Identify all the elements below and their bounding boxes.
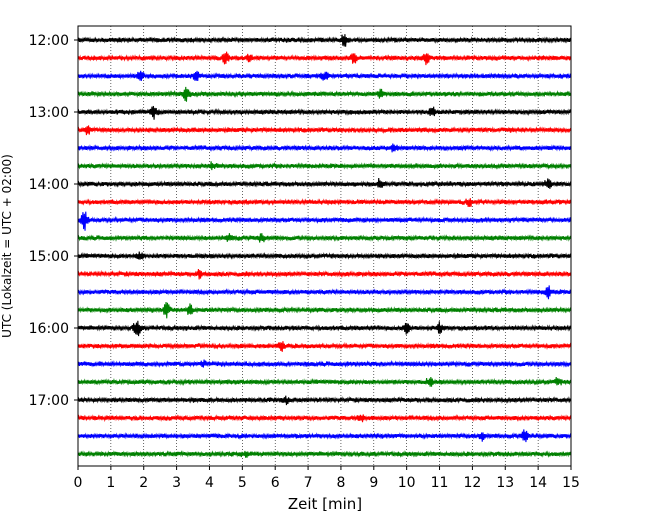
trace-16 <box>77 320 572 337</box>
y-tick-label-4: 16:00 <box>29 321 69 337</box>
y-tick-label-0: 12:00 <box>29 33 69 49</box>
trace-9 <box>77 198 572 207</box>
x-tick-label-8: 8 <box>336 475 345 491</box>
y-tick-label-2: 14:00 <box>29 177 69 193</box>
trace-12 <box>77 251 572 260</box>
trace-22 <box>77 429 572 443</box>
plot-frame <box>77 25 572 467</box>
x-tick-label-7: 7 <box>304 475 313 491</box>
y-tick-label-3: 15:00 <box>29 249 69 265</box>
trace-19 <box>77 376 572 387</box>
x-tick-label-2: 2 <box>139 475 148 491</box>
x-tick-label-14: 14 <box>529 475 547 491</box>
trace-5 <box>77 125 572 136</box>
trace-17 <box>77 341 572 352</box>
x-tick-label-9: 9 <box>369 475 378 491</box>
y-tick-label-5: 17:00 <box>29 393 69 409</box>
trace-13 <box>77 268 572 280</box>
x-tick-label-13: 13 <box>496 475 514 491</box>
y-tick-label-1: 13:00 <box>29 105 69 121</box>
x-tick-label-0: 0 <box>74 475 83 491</box>
x-tick-label-12: 12 <box>463 475 481 491</box>
x-tick-label-4: 4 <box>205 475 214 491</box>
trace-4 <box>77 105 572 120</box>
x-tick-label-5: 5 <box>238 475 247 491</box>
trace-23 <box>77 450 572 458</box>
trace-21 <box>77 414 572 423</box>
trace-10 <box>77 211 572 231</box>
seismic-traces <box>77 34 572 458</box>
x-tick-label-10: 10 <box>398 475 416 491</box>
trace-6 <box>77 143 572 153</box>
x-tick-label-15: 15 <box>562 475 580 491</box>
trace-7 <box>77 161 572 171</box>
trace-18 <box>77 359 572 368</box>
trace-8 <box>77 177 572 189</box>
x-tick-label-6: 6 <box>271 475 280 491</box>
x-axis-label: Zeit [min] <box>288 495 362 513</box>
trace-2 <box>77 70 572 82</box>
trace-11 <box>77 233 572 243</box>
trace-14 <box>77 285 572 300</box>
trace-3 <box>77 86 572 102</box>
trace-1 <box>77 51 572 66</box>
x-tick-label-3: 3 <box>172 475 181 491</box>
trace-0 <box>77 34 572 47</box>
trace-20 <box>77 395 572 406</box>
x-tick-label-11: 11 <box>431 475 449 491</box>
grid-lines <box>110 26 539 466</box>
x-axis-ticks: 0 1 2 3 4 5 6 7 8 9 10 11 12 13 14 15 <box>74 466 580 491</box>
y-axis-label: UTC (Lokalzeit = UTC + 02:00) <box>0 154 14 338</box>
y-axis-ticks: 12:00 13:00 14:00 15:00 16:00 17:00 <box>29 33 78 409</box>
trace-15 <box>77 302 572 319</box>
x-tick-label-1: 1 <box>106 475 115 491</box>
